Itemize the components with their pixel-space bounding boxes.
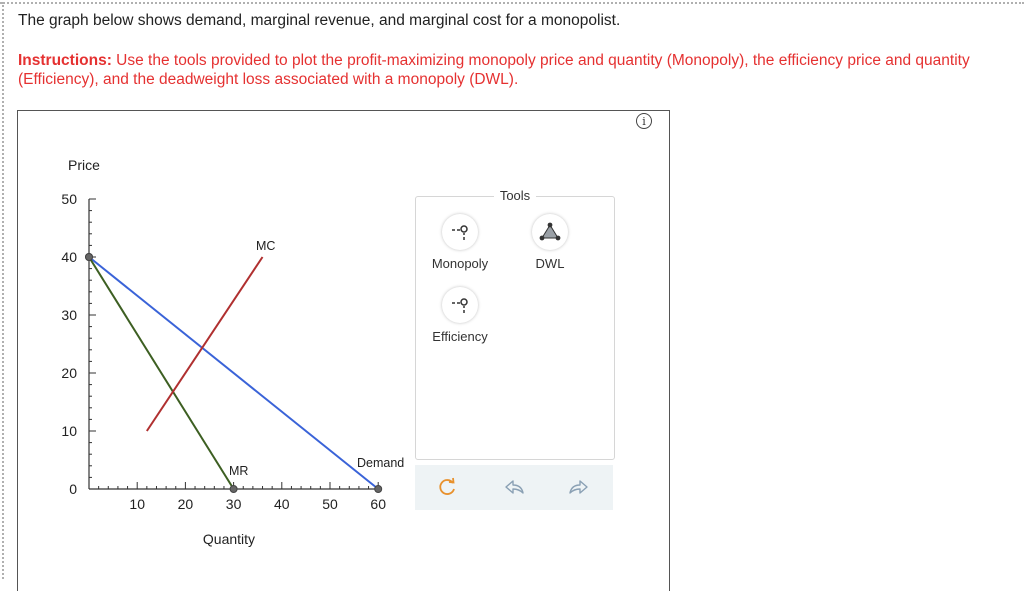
x-axis-label: Quantity	[203, 531, 255, 547]
y-tick-label: 0	[69, 481, 77, 497]
y-axis-label: Price	[68, 157, 100, 173]
x-tick-label: 20	[178, 496, 194, 512]
mr-endpoint	[229, 485, 238, 493]
x-tick-label: 10	[129, 496, 145, 512]
mr-label: MR	[229, 464, 248, 478]
demand-endpoint	[374, 485, 383, 493]
y-tick-label: 30	[61, 307, 77, 323]
x-tick-label: 40	[274, 496, 290, 512]
mc-line	[146, 256, 264, 432]
y-tick-label: 40	[61, 249, 77, 265]
redo-icon[interactable]	[567, 475, 591, 499]
undo-icon[interactable]	[502, 475, 526, 499]
dwl-tool-label: DWL	[535, 256, 565, 271]
question-border-top	[0, 2, 1024, 4]
monopoly-tool[interactable]: Monopoly	[420, 214, 500, 271]
y-tick-label: 20	[61, 365, 77, 381]
x-tick-label: 50	[322, 496, 338, 512]
tools-panel: Tools Monopoly DWL	[415, 188, 615, 460]
mr-line	[88, 256, 235, 490]
tools-title: Tools	[416, 188, 614, 203]
efficiency-tool-label: Efficiency	[432, 329, 488, 344]
mc-label: MC	[256, 239, 275, 253]
point-marker-icon	[442, 287, 478, 323]
triangle-area-icon	[532, 214, 568, 250]
action-bar	[415, 465, 613, 510]
x-tick-label: 30	[226, 496, 242, 512]
instructions-text: Use the tools provided to plot the profi…	[18, 52, 970, 88]
reset-icon[interactable]	[435, 475, 459, 499]
x-tick-label: 60	[370, 496, 386, 512]
dwl-tool[interactable]: DWL	[510, 214, 590, 271]
instructions-label: Instructions:	[18, 52, 112, 69]
monopoly-tool-label: Monopoly	[431, 256, 489, 271]
point-marker-icon	[442, 214, 478, 250]
chart[interactable]: Price Quantity Demand MR MC 0 10 20 30 40 50 1…	[0, 150, 420, 570]
demand-line	[88, 256, 379, 490]
y-tick-label: 50	[61, 191, 77, 207]
instructions: Instructions: Use the tools provided to …	[18, 51, 1003, 89]
info-icon[interactable]: i	[636, 113, 652, 129]
question-text: The graph below shows demand, marginal r…	[18, 12, 621, 29]
question-border-left	[2, 2, 4, 579]
y-tick-label: 10	[61, 423, 77, 439]
mr-endpoint	[85, 253, 93, 261]
demand-label: Demand	[357, 456, 404, 470]
efficiency-tool[interactable]: Efficiency	[420, 287, 500, 344]
